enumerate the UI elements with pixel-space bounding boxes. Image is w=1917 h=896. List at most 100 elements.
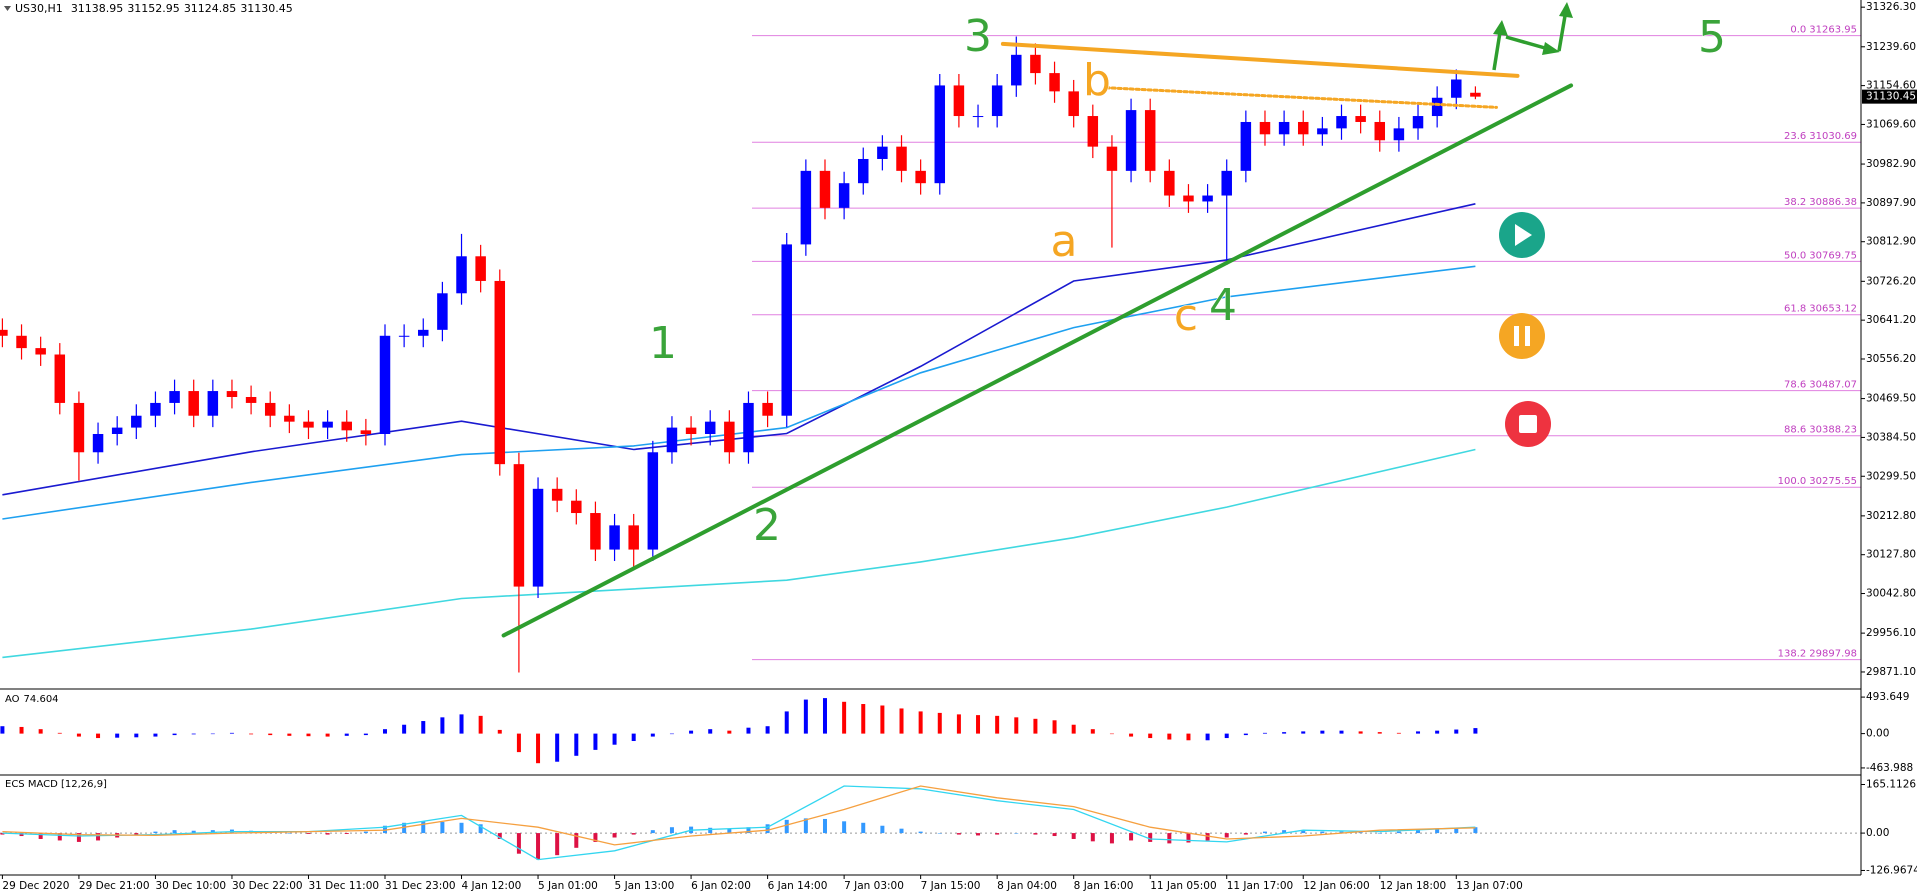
macd-bar (421, 821, 426, 834)
macd-bar (899, 828, 904, 834)
ao-bar (1148, 733, 1153, 739)
y-tick-label: 165.1126 (1866, 779, 1916, 791)
candle-body (245, 396, 257, 403)
macd-bar (478, 824, 483, 834)
candle-body (1240, 121, 1252, 171)
candle-body (1164, 170, 1175, 196)
fib-label: 138.2 29897.98 (1778, 649, 1857, 660)
macd-bar (1148, 833, 1153, 842)
candle-body (303, 421, 314, 428)
ao-bar (1224, 733, 1229, 739)
macd-bar (1186, 833, 1191, 843)
candle-body (73, 402, 85, 453)
ao-bar (268, 733, 273, 736)
candle-body (398, 335, 410, 337)
ao-label: AO 74.604 (5, 694, 59, 705)
ao-bar (555, 733, 560, 762)
layer (2, 203, 1476, 659)
candle-body (264, 402, 276, 416)
y-tick-label: -126.9674 (1866, 864, 1917, 876)
macd-bar (1243, 833, 1248, 835)
ao-bar (593, 733, 598, 750)
ao-bar (574, 733, 579, 756)
ao-bar (1186, 733, 1191, 741)
ao-bar (1262, 732, 1267, 734)
macd-bar (956, 833, 961, 835)
ao-bar (306, 733, 311, 737)
stop-button[interactable] (1505, 401, 1551, 447)
macd-bar (1473, 827, 1478, 834)
candle-body (1412, 116, 1424, 129)
candle-body (1278, 121, 1290, 135)
candle-body (896, 146, 907, 171)
candle-body (877, 146, 888, 159)
macd-bar (1320, 831, 1325, 834)
ao-bar (38, 729, 43, 734)
candle-body (1470, 92, 1481, 97)
macd-bar (363, 831, 368, 834)
x-tick-label: 11 Jan 05:00 (1150, 880, 1216, 892)
ao-bar (1014, 717, 1019, 734)
button-circle[interactable] (1499, 313, 1545, 359)
stop-icon (1519, 415, 1537, 433)
play-icon (1515, 224, 1532, 246)
x-tick-label: 31 Dec 23:00 (385, 880, 456, 892)
macd-bar (1033, 833, 1038, 835)
macd-bar (880, 825, 885, 834)
fib-level: 78.6 (1784, 380, 1806, 391)
y-tick-label: 31239.60 (1866, 41, 1916, 53)
ao-bar (1129, 733, 1134, 737)
fib-price: 30388.23 (1809, 425, 1857, 436)
x-tick-label: 5 Jan 13:00 (615, 880, 675, 892)
ao-bar (19, 726, 24, 734)
candle-body (1068, 91, 1079, 117)
pause-button[interactable] (1499, 313, 1545, 359)
x-tick-label: 4 Jan 12:00 (462, 880, 522, 892)
y-tick-label: 30812.90 (1866, 236, 1916, 248)
candle-body (953, 85, 965, 117)
ao-bar (822, 698, 827, 734)
macd-bar (1435, 828, 1440, 834)
candle-body (571, 500, 582, 514)
ao-name: AO (5, 694, 20, 705)
macd-bar (96, 833, 101, 841)
fib-price: 30886.38 (1809, 197, 1857, 208)
macd-bar (1090, 833, 1095, 842)
y-tick-label: 0.00 (1866, 728, 1889, 740)
ao-bar (918, 711, 923, 734)
y-tick-label: 30897.90 (1866, 197, 1916, 209)
macd-bar (1262, 831, 1267, 834)
y-tick-label: 30469.50 (1866, 393, 1916, 405)
x-tick-label: 8 Jan 04:00 (997, 880, 1057, 892)
candle-body (743, 402, 754, 453)
candle-body (92, 433, 104, 453)
candle-body (838, 183, 850, 208)
x-tick-label: 6 Jan 14:00 (768, 880, 828, 892)
macd-bar (1282, 830, 1287, 834)
candle-body (131, 415, 142, 428)
arrows (1492, 2, 1573, 71)
ao-bar (115, 733, 120, 738)
macd-bar (191, 830, 196, 834)
candle-body (1106, 146, 1118, 171)
macd-bar (650, 830, 655, 834)
x-tick-label: 13 Jan 07:00 (1456, 880, 1522, 892)
macd-bar (1224, 833, 1229, 838)
candle-body (819, 170, 831, 208)
fib-price: 30275.55 (1809, 476, 1857, 487)
fib-level: 0.0 (1790, 25, 1806, 36)
fib-level: 88.6 (1784, 425, 1806, 436)
line-series (2, 448, 1476, 659)
candle-body (1087, 116, 1099, 147)
fib-level: 50.0 (1784, 250, 1806, 261)
candle-body (226, 391, 238, 397)
header-icon (4, 6, 11, 11)
fib-price: 31263.95 (1809, 25, 1857, 36)
y-tick-label: 30042.80 (1866, 588, 1916, 600)
macd-bar (612, 833, 617, 838)
macd-bar (574, 833, 579, 848)
ao-bar (440, 717, 445, 734)
ao-bar (1396, 732, 1401, 734)
play-button[interactable] (1499, 212, 1545, 258)
